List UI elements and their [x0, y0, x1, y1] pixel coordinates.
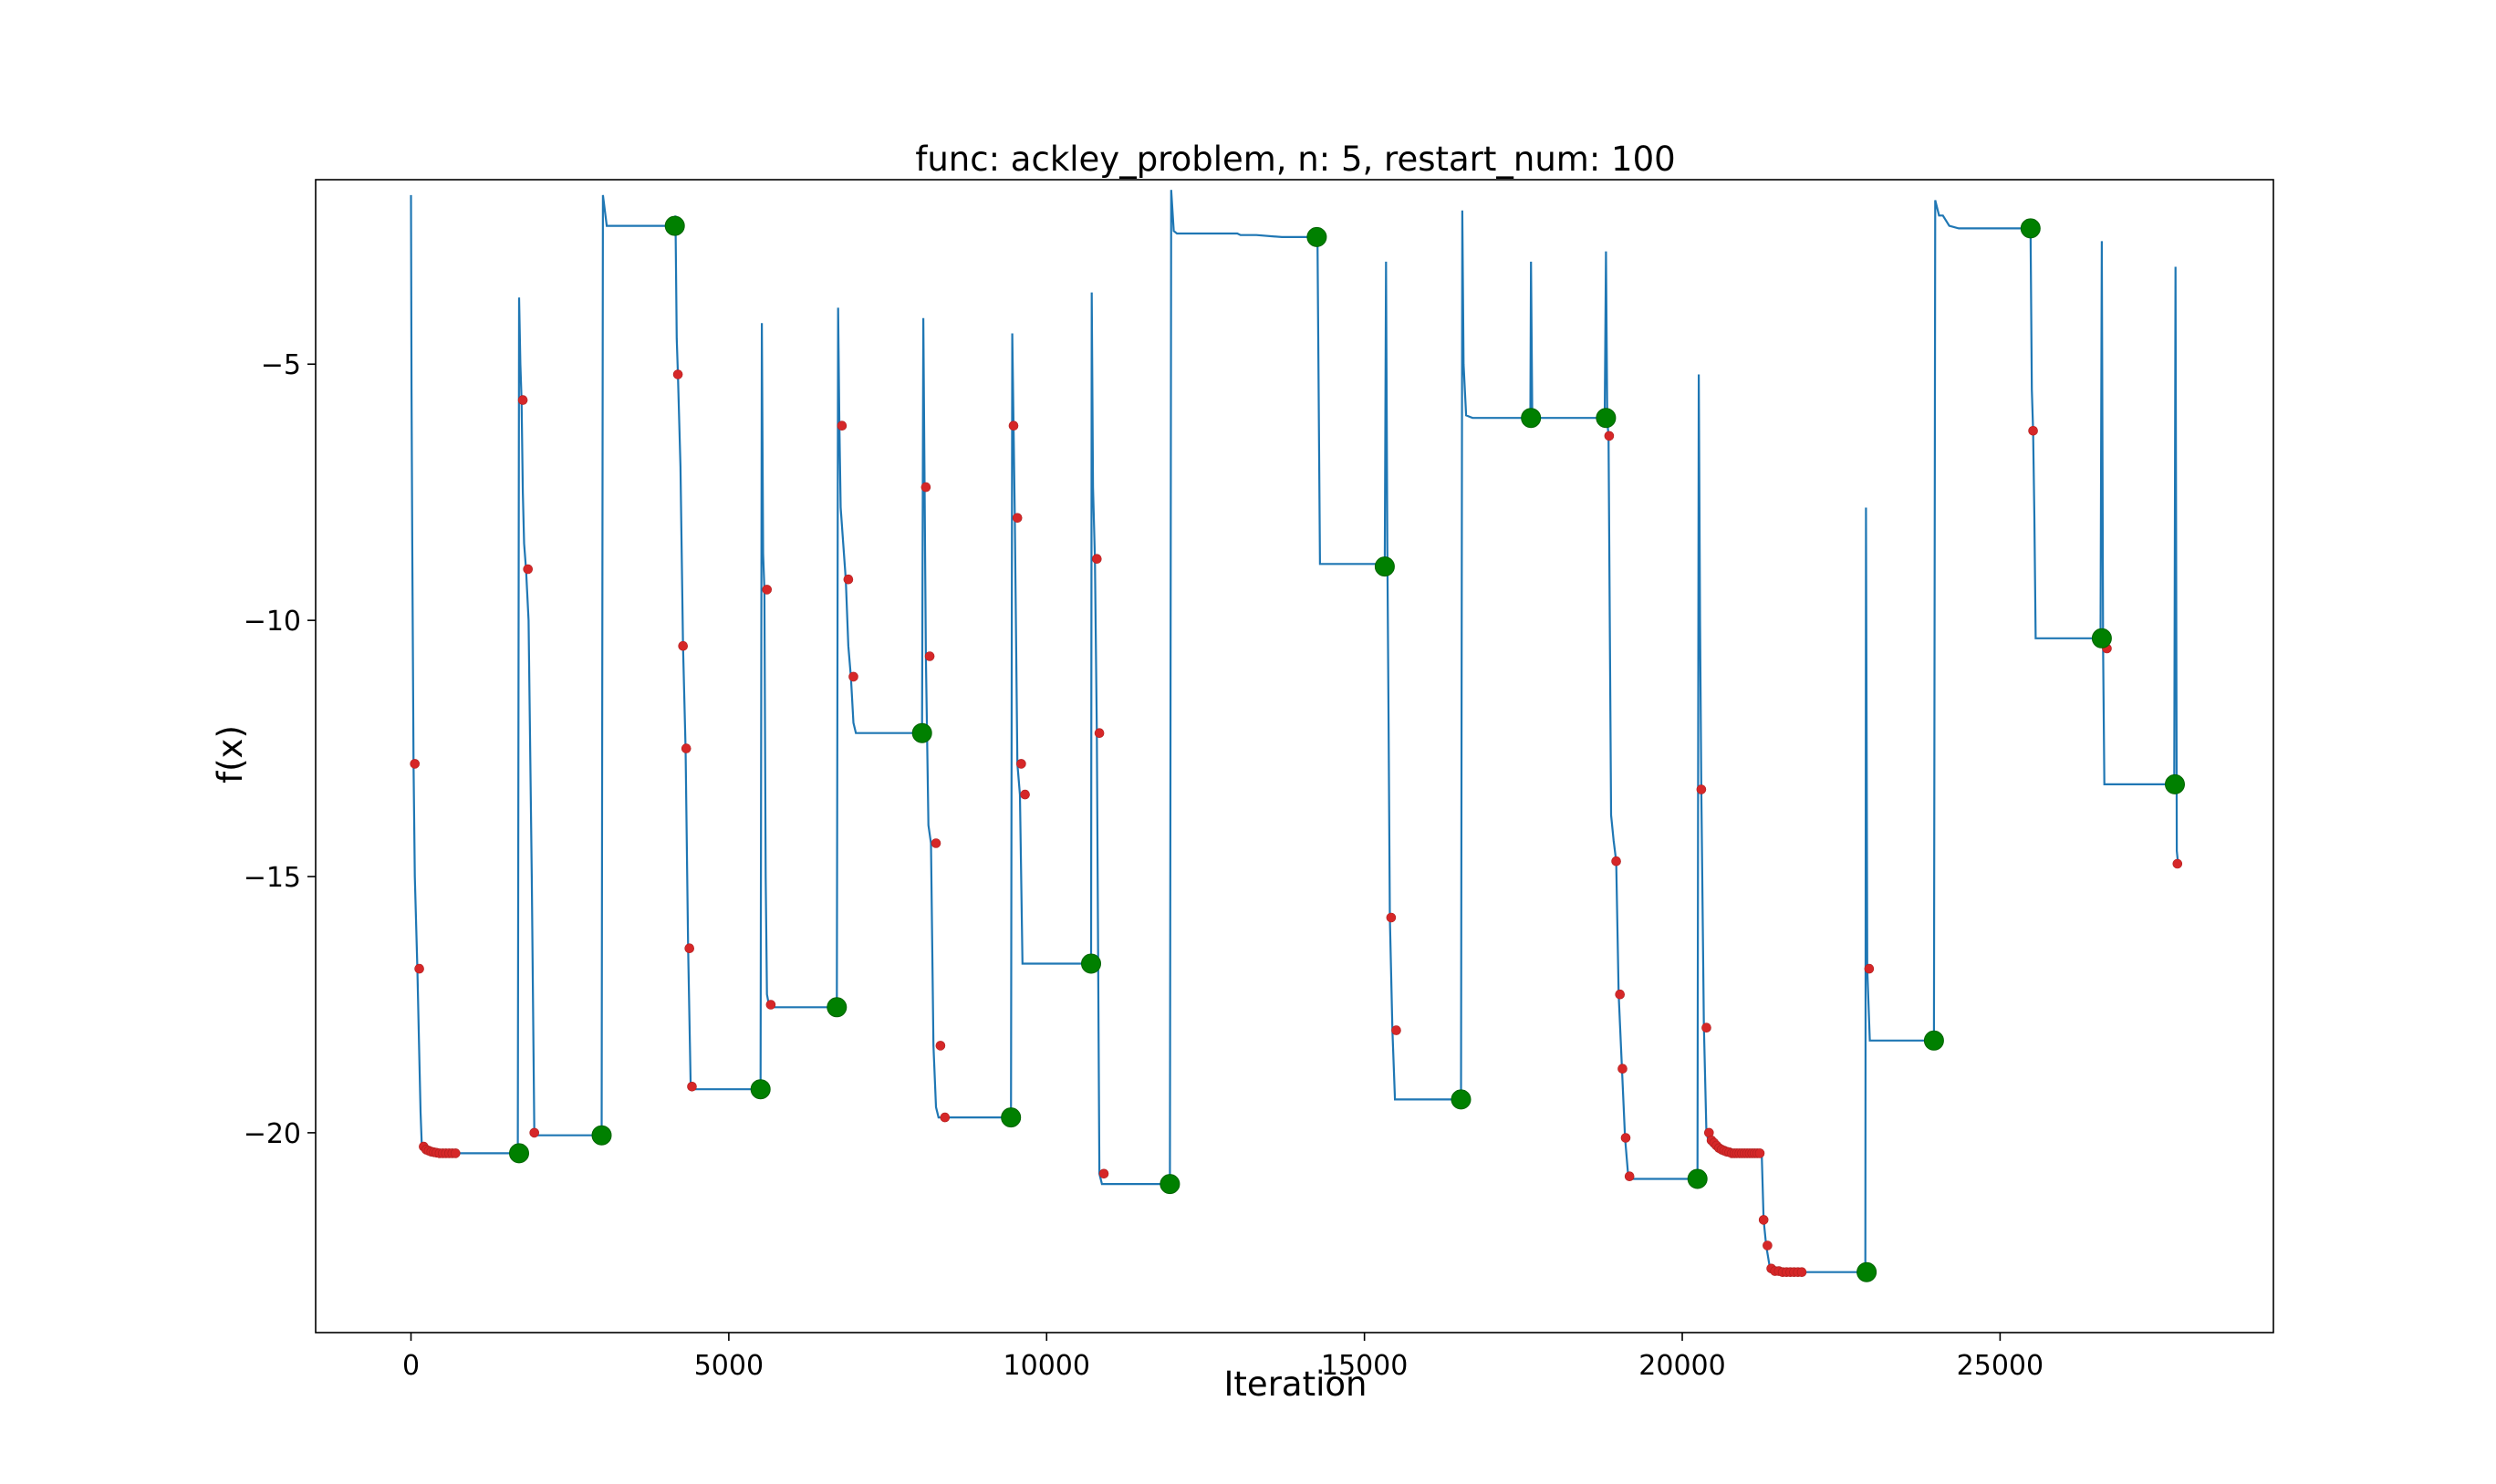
large-point-marker: [591, 1125, 612, 1146]
small-point-marker: [523, 564, 534, 575]
large-point-marker: [1306, 226, 1327, 247]
large-point-marker: [1001, 1107, 1022, 1128]
x-tick-label: 10000: [1004, 1350, 1090, 1382]
large-point-marker: [509, 1143, 529, 1164]
small-point-marker: [1754, 1148, 1765, 1158]
large-point-marker: [1687, 1168, 1708, 1189]
small-point-marker: [2028, 425, 2038, 436]
axis-ticks: 0 5000 10000 15000 20000 25000 −5 −10 −15 −20: [244, 349, 2044, 1382]
small-point-marker: [684, 943, 695, 953]
small-point-marker: [1012, 513, 1023, 524]
small-point-marker: [1864, 963, 1875, 974]
small-point-marker: [1758, 1215, 1769, 1225]
small-point-marker: [414, 963, 424, 974]
large-point-marker: [664, 215, 685, 236]
small-point-marker: [837, 420, 848, 431]
large-point-marker: [911, 722, 932, 743]
small-point-marker: [843, 574, 854, 585]
x-tick-label: 0: [402, 1350, 420, 1382]
chart-title: func: ackley_problem, n: 5, restart_num:…: [915, 140, 1675, 179]
small-point-marker: [1604, 431, 1615, 441]
plot-frame: [315, 179, 2274, 1334]
small-point-marker: [678, 640, 689, 651]
plot-area: [315, 179, 2274, 1334]
large-point-marker: [750, 1079, 771, 1100]
small-point-marker: [1016, 759, 1026, 769]
y-axis-label: f(x): [211, 725, 250, 784]
small-point-marker: [1763, 1240, 1773, 1251]
small-point-marker: [1796, 1267, 1807, 1277]
small-point-marker: [765, 1000, 776, 1010]
small-point-marker: [848, 671, 858, 682]
small-point-marker: [1092, 554, 1102, 565]
large-point-marker: [1856, 1261, 1877, 1282]
small-point-marker: [687, 1082, 697, 1092]
large-point-marker: [1596, 408, 1617, 429]
small-point-marker: [1098, 1168, 1109, 1179]
x-tick-label: 20000: [1638, 1350, 1725, 1382]
small-point-marker: [410, 759, 421, 769]
y-tick-label: −20: [244, 1118, 301, 1150]
large-point-marker: [1160, 1174, 1180, 1195]
small-point-marker: [931, 838, 941, 848]
small-point-marker: [920, 482, 931, 493]
large-point-marker: [2091, 628, 2112, 649]
series-group: [410, 190, 2185, 1282]
large-point-marker: [2020, 218, 2041, 239]
large-point-marker: [1374, 556, 1395, 577]
large-point-marker: [827, 997, 848, 1018]
small-point-marker: [940, 1112, 951, 1123]
small-point-marker: [1611, 856, 1621, 867]
y-tick-label: −10: [244, 606, 301, 638]
small-point-marker: [1624, 1171, 1635, 1181]
small-point-marker: [1696, 784, 1707, 794]
x-tick-label: 25000: [1957, 1350, 2044, 1382]
small-point-marker: [1391, 1025, 1401, 1035]
small-point-marker: [1615, 989, 1625, 1000]
x-tick-label: 5000: [694, 1350, 764, 1382]
small-point-marker: [935, 1041, 946, 1051]
small-point-marker: [2172, 858, 2183, 869]
x-tick-label: 15000: [1321, 1350, 1408, 1382]
small-point-marker: [1386, 912, 1397, 923]
small-point-marker: [1008, 420, 1019, 431]
large-point-marker: [1923, 1030, 1944, 1051]
small-point-marker: [529, 1127, 540, 1138]
large-point-marker: [1521, 408, 1542, 429]
large-point-marker: [1451, 1089, 1472, 1110]
small-point-marker: [1020, 789, 1030, 800]
small-point-marker: [1094, 728, 1105, 739]
small-point-marker: [1701, 1022, 1711, 1033]
small-point-marker: [1617, 1064, 1628, 1074]
x-axis-label: Iteration: [1224, 1365, 1368, 1404]
small-point-marker: [924, 651, 935, 661]
small-point-marker: [672, 369, 683, 379]
small-point-marker: [681, 743, 692, 753]
y-tick-label: −5: [261, 349, 301, 381]
y-tick-label: −15: [244, 862, 301, 894]
small-point-marker: [450, 1148, 461, 1158]
small-point-marker: [1620, 1133, 1631, 1143]
small-point-marker: [517, 395, 528, 405]
large-point-marker: [1081, 953, 1101, 974]
large-point-marker: [2165, 773, 2185, 794]
small-point-marker: [762, 585, 773, 595]
